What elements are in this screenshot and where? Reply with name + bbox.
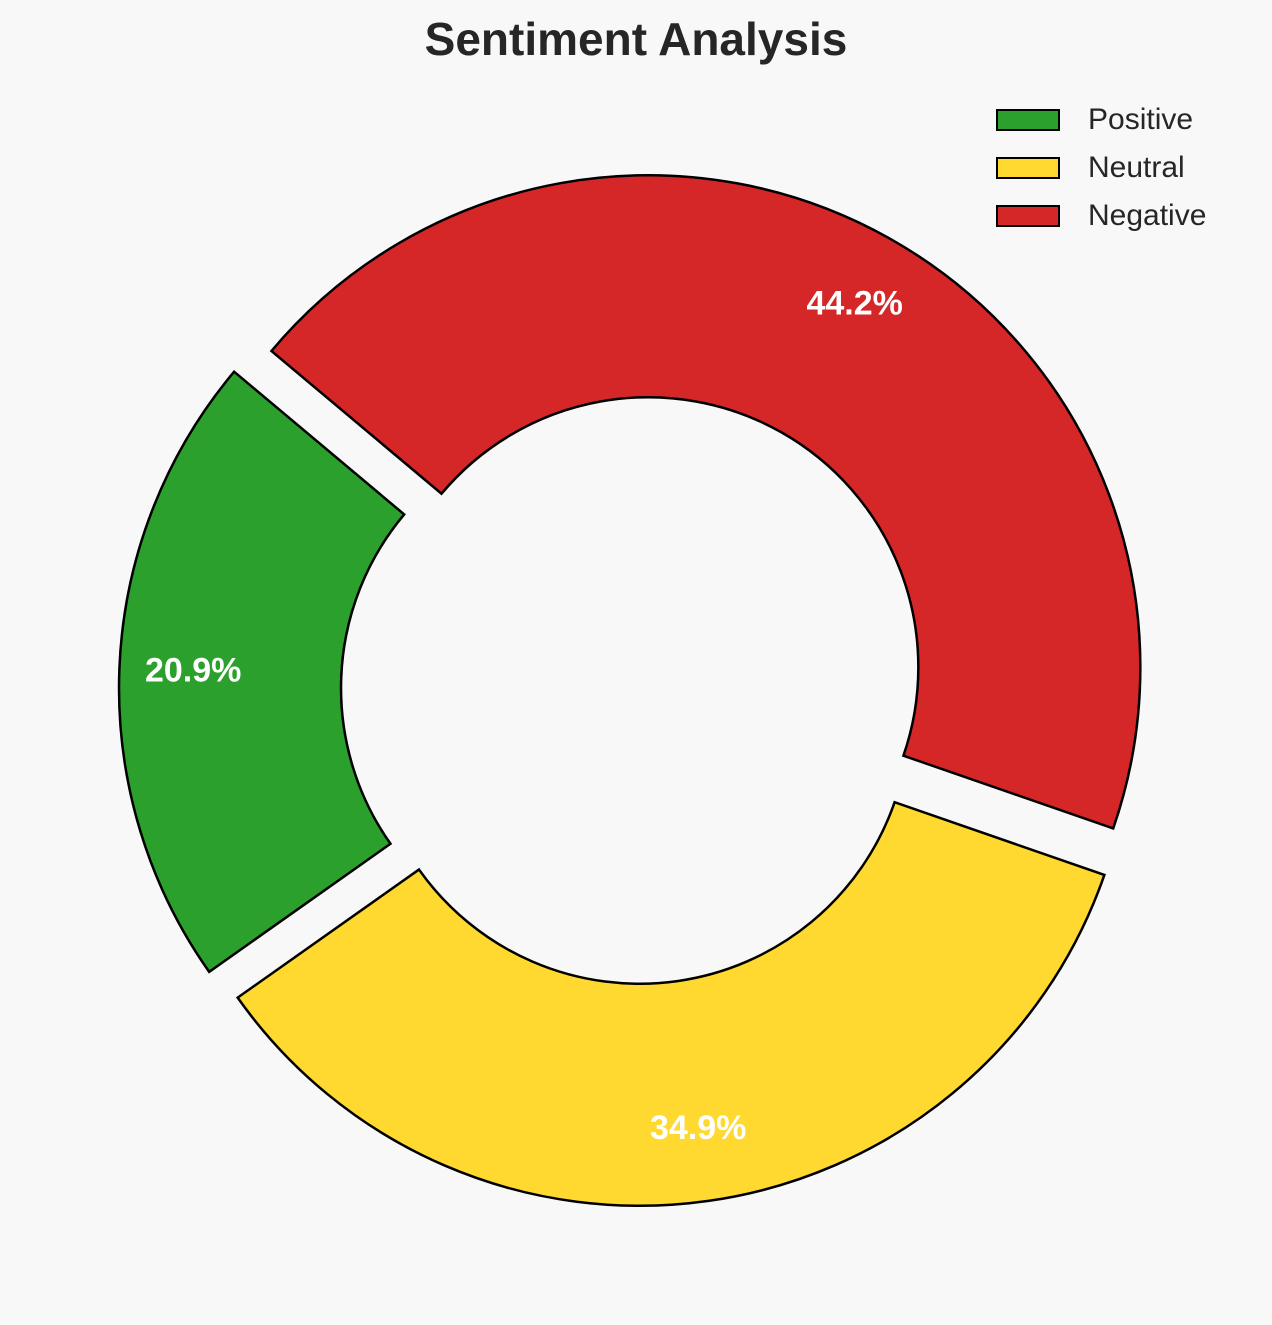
legend-item-neutral: Neutral <box>996 144 1206 192</box>
data-label-neutral: 34.9% <box>650 1109 746 1147</box>
legend-item-positive: Positive <box>996 96 1206 144</box>
legend-swatch-positive <box>996 109 1060 131</box>
wedge-negative <box>269 174 1142 830</box>
legend-swatch-negative <box>996 205 1060 227</box>
legend-label: Negative <box>1088 199 1207 232</box>
legend-swatch-neutral <box>996 157 1060 179</box>
data-label-positive: 20.9% <box>145 652 241 690</box>
wedge-neutral <box>235 800 1106 1207</box>
data-label-negative: 44.2% <box>806 284 902 322</box>
wedge-positive <box>117 369 406 974</box>
legend-label: Neutral <box>1088 151 1185 184</box>
legend-label: Positive <box>1088 103 1194 136</box>
chart-title: Sentiment Analysis <box>424 13 848 65</box>
legend: Positive Neutral Negative <box>996 96 1206 240</box>
legend-item-negative: Negative <box>996 192 1206 240</box>
